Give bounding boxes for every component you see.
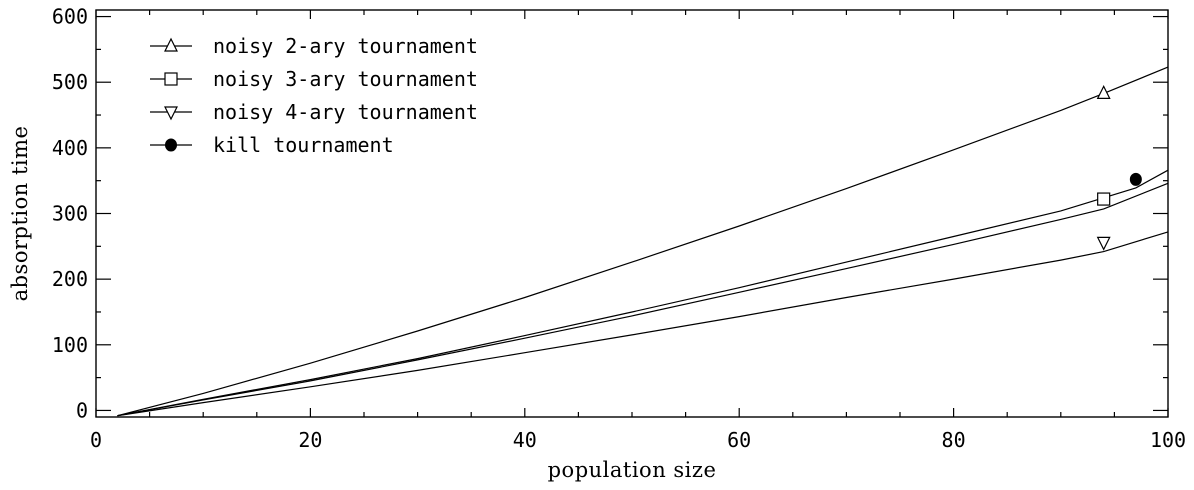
legend-marker	[165, 138, 177, 152]
legend-label: noisy 2-ary tournament	[213, 34, 478, 58]
legend-item: noisy 3-ary tournament	[150, 67, 478, 91]
legend-marker	[164, 37, 178, 52]
y-tick-label: 200	[52, 267, 88, 291]
y-axis-ticks: 0 100 200 300 400 500 600	[52, 5, 1168, 422]
y-tick-label: 400	[52, 136, 88, 160]
series-marker-1	[1096, 85, 1111, 99]
x-axis-ticks: 0 20 40 60 80 100	[90, 10, 1186, 452]
series-marker-2	[1097, 192, 1111, 206]
y-tick-label: 500	[52, 70, 88, 94]
y-tick-label: 100	[52, 333, 88, 357]
legend-label: noisy 4-ary tournament	[213, 100, 478, 124]
legend-label: kill tournament	[213, 133, 394, 157]
x-tick-label: 60	[727, 428, 751, 452]
x-tick-label: 40	[513, 428, 537, 452]
series-line-2	[117, 182, 1169, 417]
y-tick-label: 600	[52, 5, 88, 29]
y-tick-label: 0	[76, 398, 88, 422]
legend-item: noisy 4-ary tournament	[150, 100, 478, 124]
legend-label: noisy 3-ary tournament	[213, 67, 478, 91]
y-tick-label: 300	[52, 202, 88, 226]
series-marker-4	[1129, 172, 1142, 186]
legend-item: noisy 2-ary tournament	[150, 34, 478, 58]
series-line-1	[117, 66, 1169, 417]
legend-marker	[164, 106, 178, 121]
series-line-3	[117, 231, 1169, 417]
x-axis-title: population size	[548, 458, 717, 482]
y-axis-title: absorption time	[8, 126, 32, 302]
series-layer	[117, 66, 1169, 417]
legend-marker	[164, 72, 178, 86]
series-line-4	[117, 169, 1169, 417]
legend-item: kill tournament	[150, 133, 394, 157]
x-tick-label: 0	[90, 428, 102, 452]
x-tick-label: 20	[298, 428, 322, 452]
series-marker-3	[1096, 236, 1111, 251]
x-tick-label: 100	[1150, 428, 1186, 452]
x-tick-label: 80	[942, 428, 966, 452]
legend: noisy 2-ary tournament noisy 3-ary tourna…	[150, 34, 478, 157]
marker-layer	[1096, 85, 1142, 251]
